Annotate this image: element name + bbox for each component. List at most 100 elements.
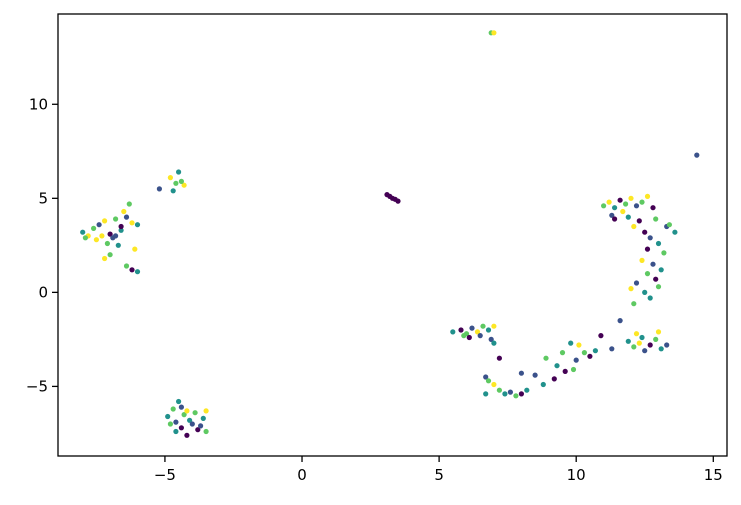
scatter-point (104, 240, 110, 247)
scatter-point (99, 233, 105, 239)
scatter-point (181, 412, 187, 418)
scatter-point (658, 267, 664, 273)
scatter-point (568, 340, 574, 346)
x-axis: −5 0 5 10 15 (154, 456, 723, 484)
scatter-point (461, 333, 467, 339)
scatter-point (559, 350, 566, 356)
scatter-point (661, 250, 667, 256)
scatter-point (113, 233, 119, 239)
scatter-point (458, 327, 464, 333)
scatter-point (543, 355, 549, 361)
scatter-point (496, 355, 502, 361)
scatter-point (491, 381, 497, 388)
x-tick-label: 15 (704, 466, 723, 484)
scatter-point (666, 222, 673, 228)
scatter-point (129, 220, 135, 226)
scatter-point (491, 323, 497, 329)
scatter-point (513, 393, 519, 399)
scatter-point (664, 342, 670, 348)
scatter-point (195, 427, 201, 433)
plot-frame (57, 13, 728, 457)
scatter-point (625, 338, 631, 344)
scatter-point (466, 334, 472, 341)
scatter-point (644, 271, 651, 277)
scatter-point (178, 404, 184, 410)
scatter-point (488, 336, 494, 342)
scatter-point (658, 346, 664, 352)
scatter-point (450, 329, 456, 335)
scatter-point (518, 391, 525, 397)
scatter-point (612, 205, 618, 211)
x-tick-label: 5 (434, 466, 444, 484)
scatter-point (118, 223, 124, 230)
scatter-point (485, 327, 492, 333)
scatter-point (80, 229, 86, 235)
scatter-point (134, 222, 141, 228)
scatter-point (167, 175, 173, 181)
scatter-point (187, 417, 193, 423)
scatter-point (606, 199, 612, 205)
scatter-point (636, 340, 642, 346)
scatter-point (532, 372, 538, 378)
scatter-point (107, 252, 113, 258)
scatter-point (612, 216, 618, 222)
scatter-point (573, 357, 579, 363)
scatter-point (113, 216, 119, 222)
x-tick-label: −5 (154, 466, 176, 484)
scatter-point (469, 325, 475, 331)
scatter-point (551, 376, 557, 382)
scatter-point (623, 201, 629, 207)
scatter-point (395, 198, 401, 204)
scatter-point (502, 391, 508, 397)
scatter-point (156, 186, 162, 192)
scatter-point (554, 363, 560, 369)
scatter-point (601, 203, 607, 209)
scatter-point (480, 323, 486, 329)
scatter-point (631, 223, 637, 230)
scatter-point (633, 203, 640, 209)
scatter-point (121, 208, 127, 215)
scatter-point (82, 235, 88, 241)
scatter-point (587, 353, 593, 359)
scatter-point (203, 428, 209, 435)
scatter-point (620, 208, 626, 215)
scatter-point (118, 227, 124, 233)
scatter-point (655, 284, 662, 290)
scatter-point (126, 201, 132, 207)
scatter-point (102, 218, 108, 224)
scatter-point (562, 368, 568, 374)
scatter-point (132, 246, 138, 252)
scatter-point (576, 342, 582, 348)
scatter-point (609, 212, 615, 218)
scatter-point (491, 30, 497, 36)
scatter-point (644, 193, 651, 199)
scatter-point (642, 348, 648, 354)
scatter-point (170, 406, 176, 412)
x-tick-label: 10 (567, 466, 586, 484)
scatter-point (633, 331, 640, 337)
scatter-point (176, 169, 182, 175)
scatter-point (570, 366, 577, 373)
scatter-point (694, 152, 700, 158)
scatter-point (581, 350, 588, 356)
scatter-point (647, 235, 653, 241)
scatter-point (178, 425, 184, 431)
scatter-point (650, 205, 656, 211)
scatter-point (642, 289, 648, 295)
scatter-point (485, 378, 492, 384)
y-tick-label: −5 (26, 377, 48, 395)
scatter-point (176, 398, 182, 405)
scatter-point (115, 242, 121, 248)
scatter-point (123, 214, 130, 220)
scatter-point (653, 216, 659, 222)
scatter-point (178, 178, 184, 184)
scatter-point (102, 255, 108, 262)
scatter-point (628, 195, 634, 201)
scatter-point (650, 261, 656, 267)
scatter-point (129, 267, 135, 273)
plot-area (58, 14, 727, 456)
scatter-point (203, 408, 209, 414)
scatter-point (173, 428, 179, 435)
scatter-point (609, 346, 615, 352)
scatter-point (631, 301, 637, 307)
